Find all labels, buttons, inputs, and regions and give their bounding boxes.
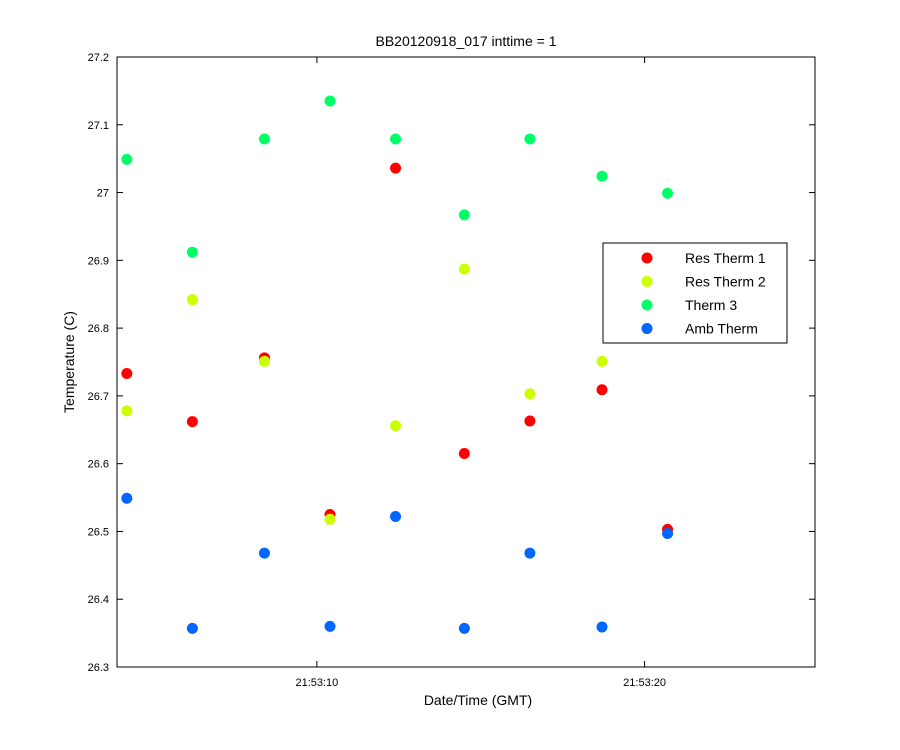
legend: Res Therm 1 Res Therm 2 Therm 3 Amb Therm [602, 242, 788, 344]
data-point [390, 133, 402, 145]
data-point [324, 95, 336, 107]
data-point [662, 187, 674, 199]
data-point [524, 547, 536, 559]
y-tick-label: 26.3 [88, 662, 109, 674]
data-point [121, 405, 133, 417]
x-tick-label: 21:53:20 [623, 677, 666, 689]
data-point [524, 388, 536, 400]
chart-title: BB20120918_017 inttime = 1 [376, 33, 557, 49]
legend-marker [641, 276, 653, 287]
data-point [390, 511, 402, 523]
x-tick-label: 21:53:10 [295, 677, 338, 689]
data-point [186, 294, 198, 306]
data-point [121, 153, 133, 165]
y-tick-label: 26.9 [88, 255, 109, 267]
series-therm-3 [121, 95, 674, 258]
y-axis-label: Temperature (C) [61, 311, 77, 413]
y-tick-label: 26.6 [88, 459, 109, 471]
data-point [121, 368, 133, 380]
legend-label: Res Therm 2 [685, 274, 766, 290]
data-point [258, 133, 270, 145]
data-point [458, 263, 470, 275]
series-amb-therm [121, 492, 674, 634]
data-point [524, 133, 536, 145]
data-point [324, 620, 336, 632]
plot-area: 26.3 26.4 26.5 26.6 26.7 26.8 26.9 27 27.1 27.2 21… [88, 52, 816, 689]
series-res-therm-2 [121, 263, 608, 525]
legend-label: Amb Therm [685, 321, 758, 337]
data-point [458, 448, 470, 459]
y-tick-label: 26.8 [88, 323, 109, 335]
y-tick-label: 26.4 [88, 594, 109, 606]
data-point [596, 170, 608, 182]
data-point [258, 355, 270, 367]
legend-label: Res Therm 1 [685, 250, 766, 266]
legend-box [602, 242, 788, 344]
data-point [458, 209, 470, 221]
y-tick-label: 27.2 [88, 52, 109, 64]
legend-label: Therm 3 [685, 297, 737, 313]
data-point [121, 492, 133, 504]
data-point [390, 162, 402, 174]
plot-frame [116, 56, 816, 668]
data-point [324, 513, 336, 525]
data-point [596, 384, 608, 396]
data-point [186, 246, 198, 258]
y-tick-label: 26.7 [88, 391, 109, 403]
data-point [186, 416, 198, 428]
legend-marker [641, 299, 653, 311]
data-point [596, 621, 608, 633]
data-point [186, 622, 198, 634]
data-point [458, 622, 470, 634]
data-point [390, 420, 402, 432]
y-tick-label: 27.1 [88, 120, 109, 132]
data-point [258, 547, 270, 559]
data-point [524, 415, 536, 427]
data-point [662, 527, 674, 539]
y-tick-label: 26.5 [88, 526, 109, 538]
data-point [596, 355, 608, 367]
y-tick-label: 27 [97, 188, 109, 200]
legend-marker [641, 323, 653, 334]
x-axis-label: Date/Time (GMT) [424, 692, 532, 708]
legend-marker [641, 252, 653, 264]
